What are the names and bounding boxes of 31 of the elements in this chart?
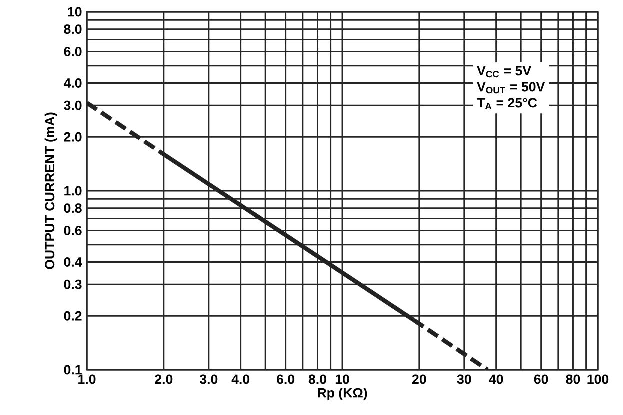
y-tick-label: 4.0: [64, 78, 82, 88]
y-tick-label: 0.6: [64, 226, 82, 236]
x-tick-label: 1.0: [78, 374, 96, 384]
annotation: T$_{A}$ = 25°C: [477, 98, 538, 110]
x-tick-label: 2.0: [155, 374, 173, 384]
y-tick-label: 0.3: [64, 280, 82, 290]
y-axis-title: OUTPUT CURRENT (mA): [44, 112, 58, 270]
y-tick-label: 10: [68, 7, 82, 17]
x-tick-label: 40: [489, 374, 504, 384]
y-tick-label: 0.4: [64, 258, 82, 267]
x-tick-label: 80: [566, 374, 580, 384]
x-tick-label: 10: [336, 374, 350, 384]
x-tick-label: 8.0: [308, 374, 326, 384]
y-tick-label: 8.0: [64, 24, 82, 34]
y-tick-label: 1.0: [64, 186, 82, 196]
y-tick-label: 0.8: [64, 204, 82, 214]
annotation: V$_{CC}$ = 5V: [477, 66, 532, 78]
x-tick-label: 4.0: [232, 374, 250, 384]
y-tick-label: 0.2: [64, 311, 82, 321]
x-tick-label: 60: [534, 374, 548, 384]
x-tick-label: 100: [588, 374, 609, 384]
x-tick-label: 6.0: [277, 374, 295, 384]
y-tick-label: 3.0: [64, 100, 82, 110]
y-tick-label: 2.0: [64, 132, 82, 142]
x-tick-label: 20: [412, 374, 426, 384]
x-tick-label: 3.0: [200, 374, 218, 384]
annotation: V$_{OUT}$ = 50V: [477, 82, 546, 94]
y-tick-label: 6.0: [64, 47, 82, 56]
y-tick-label: 0.1: [64, 365, 82, 375]
x-axis-title: Rp (KΩ): [318, 388, 368, 400]
x-tick-label: 30: [457, 374, 472, 384]
